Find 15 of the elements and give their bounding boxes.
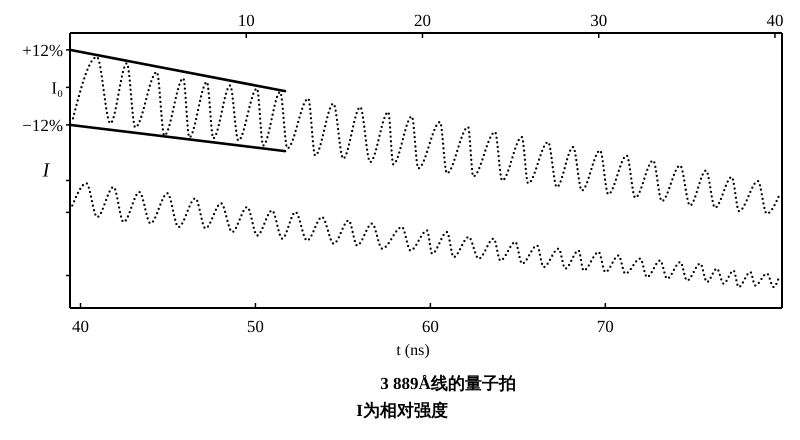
y-axis-title: I xyxy=(42,160,51,182)
x2-tick-label: 10 xyxy=(238,11,255,30)
x-axis-title: t (ns) xyxy=(396,342,430,359)
x-tick-label: 70 xyxy=(596,317,614,336)
x2-tick-label: 30 xyxy=(590,11,608,30)
x2-tick-label: 40 xyxy=(766,11,784,30)
x-tick-label: 40 xyxy=(72,317,89,336)
x-tick-label: 60 xyxy=(422,317,439,336)
text: 3 889Å线的量子拍 xyxy=(380,374,516,393)
y-tick-label: I₀ xyxy=(51,78,64,98)
x-tick-label: 50 xyxy=(246,317,264,336)
y-tick-label: −12% xyxy=(22,116,63,135)
text: I为相对强度 xyxy=(356,401,448,420)
x2-tick-label: 20 xyxy=(414,11,431,30)
y-tick-label: +12% xyxy=(22,40,63,60)
